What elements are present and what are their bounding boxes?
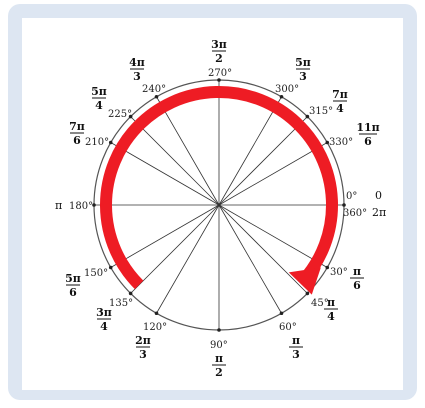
label-rad-5pi6: 5π6	[65, 272, 81, 299]
fraction-denominator: 4	[336, 102, 344, 115]
fraction-numerator: 11π	[356, 121, 379, 134]
angle-dot-135	[128, 291, 133, 296]
spoke-45	[218, 204, 308, 294]
spoke-210	[110, 142, 220, 206]
fraction-denominator: 6	[353, 279, 361, 292]
label-deg-315: 315°	[309, 106, 333, 117]
label-deg-0: 0°	[346, 191, 357, 202]
angle-dot-60	[279, 311, 284, 316]
label-rad-2pi3: 2π3	[135, 334, 151, 361]
fraction-denominator: 4	[327, 310, 335, 323]
label-deg-270: 270°	[208, 68, 232, 79]
angle-dot-240	[154, 94, 159, 99]
angle-dots	[92, 78, 346, 332]
angle-dot-210	[108, 140, 113, 145]
label-rad-pi6: π6	[350, 265, 364, 292]
fraction-numerator: π	[292, 334, 300, 347]
label-rad-5pi4: 5π4	[91, 85, 107, 112]
angle-dot-45	[305, 291, 310, 296]
label-deg-330: 330°	[329, 137, 353, 148]
label-rad-3pi4: 3π4	[96, 306, 112, 333]
angle-dot-225	[128, 114, 133, 119]
label-deg-90: 90°	[210, 340, 228, 351]
spokes	[94, 80, 344, 330]
fraction-numerator: 5π	[91, 85, 107, 98]
spoke-120	[156, 204, 220, 314]
label-deg-120: 120°	[143, 322, 167, 333]
angle-dot-315	[305, 114, 310, 119]
fraction-denominator: 2	[215, 366, 223, 379]
angle-dot-270	[217, 78, 221, 82]
fraction-denominator: 4	[100, 320, 108, 333]
fraction-numerator: 3π	[96, 306, 112, 319]
label-rad-pi4: π4	[324, 296, 338, 323]
label-rad-pi3: π3	[289, 334, 303, 361]
label-deg-150: 150°	[84, 268, 108, 279]
fraction-numerator: 3π	[211, 38, 227, 51]
label-rad-7pi4: 7π4	[332, 88, 348, 115]
fraction-denominator: 3	[139, 348, 147, 361]
angle-dot-120	[154, 311, 159, 316]
angle-dot-30	[325, 265, 330, 270]
angle-dot-150	[108, 265, 113, 270]
spoke-135	[130, 204, 220, 294]
label-deg-135: 135°	[109, 298, 133, 309]
label-rad-pi2: π2	[212, 352, 226, 379]
spoke-60	[218, 204, 282, 314]
spoke-150	[110, 204, 220, 268]
fraction-numerator: π	[327, 296, 335, 309]
spoke-315	[218, 116, 308, 206]
label-rad-pi: π	[55, 199, 62, 212]
label-deg-240: 240°	[142, 84, 166, 95]
label-deg-45: 45°	[311, 298, 329, 309]
fraction-denominator: 6	[73, 134, 81, 147]
fraction-denominator: 3	[299, 70, 307, 83]
spoke-300	[218, 96, 282, 206]
fraction-denominator: 3	[133, 70, 141, 83]
label-rad-7pi6: 7π6	[69, 120, 85, 147]
angle-dot-90	[217, 328, 221, 332]
fraction-denominator: 2	[215, 52, 223, 65]
spoke-30	[218, 204, 328, 268]
label-rad-0: 0	[375, 189, 382, 202]
spoke-240	[156, 96, 220, 206]
label-rad-4pi3: 4π3	[129, 56, 145, 83]
label-deg-210: 210°	[85, 137, 109, 148]
fraction-denominator: 6	[364, 135, 372, 148]
fraction-denominator: 3	[292, 348, 300, 361]
fraction-numerator: 2π	[135, 334, 151, 347]
label-deg-60: 60°	[279, 322, 297, 333]
spoke-330	[218, 142, 328, 206]
label-deg-225: 225°	[108, 109, 132, 120]
spoke-225	[130, 116, 220, 206]
label-rad-5pi3: 5π3	[295, 56, 311, 83]
label-deg-30: 30°	[330, 267, 348, 278]
radian-labels: 0 2π π	[55, 189, 386, 219]
rotation-arrow-arc	[100, 86, 338, 290]
label-deg-360: 360°	[343, 208, 367, 219]
angle-dot-0	[342, 203, 346, 207]
label-deg-300: 300°	[275, 84, 299, 95]
fraction-numerator: 5π	[65, 272, 81, 285]
fraction-numerator: π	[215, 352, 223, 365]
fraction-denominator: 4	[95, 99, 103, 112]
fraction-numerator: 7π	[332, 88, 348, 101]
fraction-numerator: 7π	[69, 120, 85, 133]
fraction-numerator: π	[353, 265, 361, 278]
angle-dot-300	[279, 94, 284, 99]
fraction-numerator: 4π	[129, 56, 145, 69]
label-rad-2pi: 2π	[372, 206, 386, 219]
label-deg-180: 180°	[69, 201, 93, 212]
angle-dot-180	[92, 203, 96, 207]
fraction-numerator: 5π	[295, 56, 311, 69]
rotation-arrowhead	[288, 267, 321, 295]
angle-dot-330	[325, 140, 330, 145]
degree-labels: 0° 30° 45° 60° 90° 120° 135° 150° 180° 2…	[69, 68, 367, 351]
label-rad-3pi2: 3π2	[211, 38, 227, 65]
fraction-denominator: 6	[69, 286, 77, 299]
